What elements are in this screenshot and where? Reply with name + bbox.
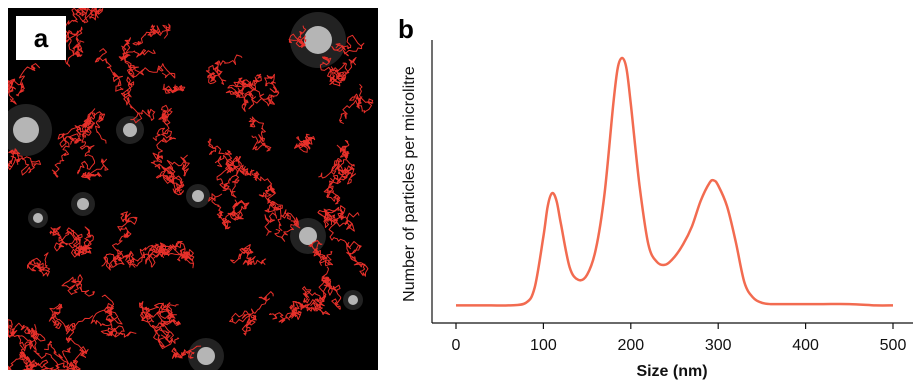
particle-glow bbox=[28, 208, 48, 228]
particle-track bbox=[310, 276, 342, 310]
series-line-0 bbox=[456, 56, 894, 307]
particle-track bbox=[179, 248, 195, 269]
particle-track bbox=[8, 148, 42, 176]
particle-track bbox=[60, 26, 85, 67]
particle-glow bbox=[290, 12, 346, 68]
particle-track bbox=[8, 319, 46, 342]
particle-track bbox=[148, 314, 173, 350]
particle-tracking-micrograph: a bbox=[8, 8, 378, 370]
particle-track bbox=[248, 116, 272, 152]
particle-track bbox=[48, 303, 71, 335]
particle-track bbox=[171, 345, 202, 359]
particle-track bbox=[336, 140, 350, 160]
bright-particle bbox=[192, 190, 204, 202]
bright-particle bbox=[77, 198, 89, 210]
particle-glow bbox=[186, 184, 210, 208]
particle-track bbox=[101, 230, 129, 271]
particle-track bbox=[49, 226, 74, 252]
particle-track bbox=[214, 154, 240, 198]
particle-track bbox=[100, 310, 137, 338]
particle-track bbox=[339, 83, 374, 125]
bright-particle bbox=[197, 347, 215, 365]
particle-track bbox=[94, 48, 124, 92]
particle-track bbox=[229, 291, 274, 325]
panel-b-label: b bbox=[398, 14, 414, 44]
particle-track bbox=[208, 193, 234, 230]
particle-track bbox=[117, 211, 138, 238]
x-tick-label: 0 bbox=[452, 337, 461, 354]
particle-track bbox=[61, 274, 95, 297]
particle-glow bbox=[8, 104, 52, 156]
particle-glow bbox=[71, 192, 95, 216]
particle-track bbox=[241, 81, 265, 112]
particle-track bbox=[262, 73, 280, 107]
particle-track bbox=[71, 226, 94, 258]
particle-track bbox=[123, 250, 146, 268]
particle-track bbox=[162, 83, 186, 94]
bright-particle bbox=[13, 117, 39, 143]
particle-track bbox=[57, 116, 96, 175]
particle-glow bbox=[116, 116, 144, 144]
particle-track bbox=[323, 174, 342, 205]
particle-track bbox=[18, 335, 75, 370]
particle-track bbox=[90, 294, 119, 327]
particle-track bbox=[288, 25, 307, 48]
panel-a-label: a bbox=[16, 16, 66, 60]
particle-track bbox=[346, 241, 369, 277]
particle-track bbox=[155, 154, 190, 180]
particle-tracks-image bbox=[8, 8, 374, 370]
particle-track bbox=[65, 315, 94, 370]
particle-track bbox=[294, 133, 316, 153]
particle-track bbox=[27, 252, 51, 277]
particle-track bbox=[319, 56, 350, 87]
x-tick-label: 500 bbox=[880, 337, 907, 354]
particle-track bbox=[156, 302, 179, 319]
bright-particle bbox=[304, 26, 332, 54]
x-tick-label: 200 bbox=[617, 337, 644, 354]
particle-track bbox=[139, 301, 166, 319]
particle-track bbox=[152, 104, 173, 141]
particle-track bbox=[231, 156, 252, 176]
particle-track bbox=[227, 199, 250, 221]
x-axis-title: Size (nm) bbox=[636, 363, 707, 380]
particle-track bbox=[145, 241, 186, 265]
y-axis-title: Number of particles per microlitre bbox=[401, 66, 418, 302]
particle-track bbox=[120, 76, 156, 124]
particle-track bbox=[205, 54, 243, 85]
particle-track bbox=[71, 8, 104, 24]
particle-track bbox=[242, 167, 277, 206]
x-tick-label: 400 bbox=[792, 337, 819, 354]
particle-track bbox=[38, 340, 81, 370]
particle-track bbox=[51, 133, 82, 178]
particle-track bbox=[230, 244, 267, 266]
particle-track bbox=[323, 205, 355, 232]
bright-particle bbox=[299, 227, 317, 245]
particle-track bbox=[317, 206, 360, 246]
particle-track bbox=[81, 158, 109, 181]
particle-glow bbox=[343, 290, 363, 310]
particle-track bbox=[18, 354, 40, 370]
particle-track bbox=[8, 329, 38, 370]
particle-track bbox=[8, 63, 41, 105]
particle-track bbox=[65, 230, 86, 257]
particle-track bbox=[331, 34, 365, 57]
x-tick-label: 300 bbox=[705, 337, 732, 354]
particle-track bbox=[207, 138, 238, 174]
particle-track bbox=[288, 303, 302, 320]
particle-track bbox=[132, 23, 171, 46]
particle-track bbox=[274, 212, 301, 242]
particle-track bbox=[241, 313, 257, 336]
x-tick-label: 100 bbox=[530, 337, 557, 354]
bright-particle bbox=[33, 213, 43, 223]
particle-track bbox=[264, 200, 289, 236]
bright-particle bbox=[348, 295, 358, 305]
particle-track bbox=[122, 49, 176, 79]
particle-track bbox=[308, 239, 334, 267]
particle-track bbox=[225, 79, 254, 98]
particle-track bbox=[294, 286, 331, 316]
bright-particle bbox=[123, 123, 137, 137]
particle-track bbox=[139, 242, 182, 268]
particle-track bbox=[318, 158, 348, 184]
